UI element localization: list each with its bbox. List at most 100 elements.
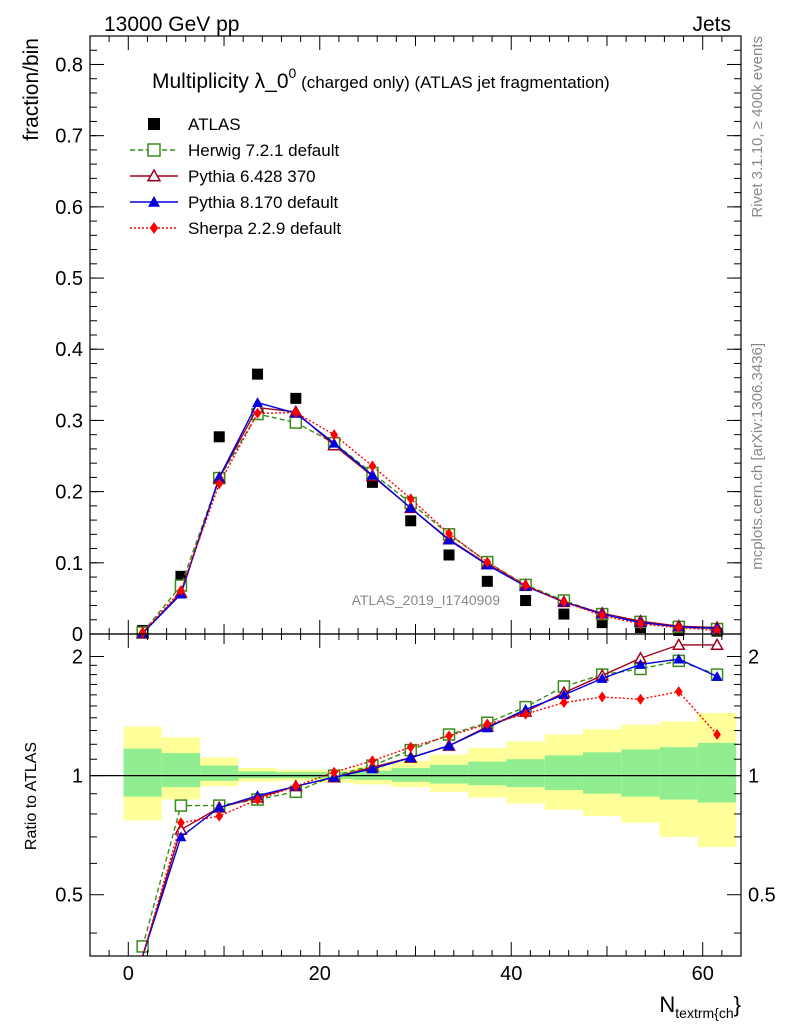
ratio-y-tick-label-right: 0.5 bbox=[748, 885, 776, 907]
main-point-sherpa-2-2-9-default bbox=[598, 609, 607, 621]
main-panel: 0 0.1 0.2 0.3 0.4 0.5 0.6 0.7 0.8 bbox=[55, 35, 742, 646]
legend-label-pythia-6-428-370: Pythia 6.428 370 bbox=[188, 167, 316, 186]
ratio-y-tick-label: 1 bbox=[72, 766, 83, 788]
ratio-y-tick-label-right: 1 bbox=[748, 766, 759, 788]
main-y-tick-label: 0.1 bbox=[55, 553, 83, 575]
ratio-point-sherpa-2-2-9-default bbox=[330, 766, 338, 778]
uncertainty-band-inner bbox=[161, 753, 201, 788]
uncertainty-band-inner bbox=[659, 747, 698, 800]
title-main: Multiplicity λ_0 bbox=[152, 70, 289, 93]
main-point-sherpa-2-2-9-default bbox=[445, 528, 453, 540]
main-line-pythia-8-170-default bbox=[142, 401, 718, 634]
ratio-point-sherpa-2-2-9-default bbox=[253, 794, 262, 806]
main-point-pythia-8-170-default bbox=[213, 471, 225, 482]
main-point-pythia-8-170-default bbox=[328, 437, 340, 448]
ratio-y-tick-label: 2 bbox=[72, 647, 83, 669]
ratio-line-pythia-8-170-default bbox=[141, 658, 718, 957]
main-point-atlas bbox=[558, 608, 570, 620]
ratio-point-sherpa-2-2-9-default bbox=[713, 729, 721, 741]
analysis-label: ATLAS_2019_I1740909 bbox=[352, 592, 501, 608]
x-axis-label: Ntextrm{ch} bbox=[659, 992, 741, 1021]
main-point-atlas bbox=[443, 549, 455, 561]
main-point-pythia-8-170-default bbox=[252, 397, 264, 408]
ratio-y-tick-label: 0.5 bbox=[55, 885, 83, 907]
main-point-pythia-8-170-default bbox=[405, 502, 417, 513]
main-y-tick-label: 0.8 bbox=[55, 54, 83, 76]
main-point-sherpa-2-2-9-default bbox=[560, 596, 568, 608]
main-y-tick-label: 0.5 bbox=[55, 268, 83, 290]
ratio-point-herwig-7-2-1-default bbox=[136, 940, 149, 953]
main-point-atlas bbox=[520, 595, 532, 607]
main-point-atlas bbox=[481, 575, 493, 587]
x-tick-label: 0 bbox=[123, 963, 134, 985]
main-point-atlas bbox=[366, 476, 378, 488]
ratio-point-sherpa-2-2-9-default bbox=[674, 686, 683, 698]
main-y-tick-label: 0.4 bbox=[55, 339, 83, 361]
title-superscript: 0 bbox=[289, 65, 297, 81]
ratio-point-pythia-8-170-default bbox=[175, 831, 187, 842]
ratio-point-sherpa-2-2-9-default bbox=[560, 697, 568, 709]
main-point-herwig-7-2-1-default bbox=[289, 416, 303, 429]
main-point-sherpa-2-2-9-default bbox=[368, 460, 377, 472]
main-point-sherpa-2-2-9-default bbox=[138, 627, 147, 639]
legend-marker-sherpa-2-2-9-default bbox=[149, 222, 159, 234]
ratio-point-sherpa-2-2-9-default bbox=[368, 755, 377, 767]
ratio-point-sherpa-2-2-9-default bbox=[406, 741, 415, 753]
legend-marker-atlas bbox=[148, 118, 160, 130]
legend-marker-pythia-6-428-370 bbox=[146, 168, 162, 182]
ratio-point-herwig-7-2-1-default bbox=[174, 799, 188, 812]
main-point-atlas bbox=[405, 515, 417, 527]
uncertainty-band-inner bbox=[429, 764, 469, 784]
legend-marker-herwig-7-2-1-default bbox=[147, 143, 161, 157]
x-tick-label: 60 bbox=[692, 963, 714, 985]
ratio-line-sherpa-2-2-9-default bbox=[141, 690, 718, 957]
uncertainty-band-inner bbox=[544, 755, 584, 790]
ratio-point-pythia-8-170-default bbox=[673, 653, 685, 664]
legend-label-atlas: ATLAS bbox=[188, 115, 241, 134]
ratio-point-pythia-8-170-default bbox=[405, 752, 417, 763]
uncertainty-band-inner bbox=[123, 748, 162, 797]
uncertainty-band-inner bbox=[697, 742, 737, 803]
uncertainty-band-inner bbox=[238, 771, 277, 779]
main-point-atlas bbox=[175, 570, 187, 582]
ratio-point-pythia-6-428-370 bbox=[710, 637, 724, 651]
ratio-point-pythia-6-428-370 bbox=[671, 637, 686, 651]
main-point-sherpa-2-2-9-default bbox=[177, 585, 185, 597]
ratio-point-pythia-8-170-default bbox=[596, 672, 608, 683]
main-y-tick-label: 0.7 bbox=[55, 126, 83, 148]
x-axis-label-sub: textrm{ch bbox=[675, 1005, 733, 1021]
ratio-point-sherpa-2-2-9-default bbox=[636, 693, 645, 705]
x-tick-label: 20 bbox=[309, 963, 331, 985]
main-y-tick-label: 0.3 bbox=[55, 410, 83, 432]
x-axis-label-tail: } bbox=[734, 992, 741, 1017]
legend-marker-pythia-8-170-default bbox=[148, 196, 160, 207]
legend-label-pythia-8-170-default: Pythia 8.170 default bbox=[188, 193, 339, 212]
ratio-y-tick-label-right: 2 bbox=[748, 647, 759, 669]
main-point-sherpa-2-2-9-default bbox=[215, 478, 224, 490]
main-point-atlas bbox=[290, 392, 302, 404]
uncertainty-band-inner bbox=[468, 761, 507, 786]
header-right: Jets bbox=[692, 13, 731, 36]
legend-label-herwig-7-2-1-default: Herwig 7.2.1 default bbox=[188, 141, 339, 160]
main-point-sherpa-2-2-9-default bbox=[483, 556, 492, 568]
main-point-sherpa-2-2-9-default bbox=[406, 493, 415, 505]
ratio-point-pythia-8-170-default bbox=[558, 689, 570, 700]
ratio-point-sherpa-2-2-9-default bbox=[291, 780, 300, 792]
ratio-point-sherpa-2-2-9-default bbox=[598, 691, 607, 703]
ratio-point-sherpa-2-2-9-default bbox=[445, 730, 453, 742]
uncertainty-band-inner bbox=[583, 752, 622, 794]
main-point-sherpa-2-2-9-default bbox=[291, 407, 300, 419]
main-point-sherpa-2-2-9-default bbox=[636, 618, 645, 630]
ratio-point-pythia-8-170-default bbox=[443, 740, 455, 751]
ratio-point-pythia-8-170-default bbox=[366, 763, 378, 774]
ratio-point-sherpa-2-2-9-default bbox=[177, 817, 185, 829]
main-point-atlas bbox=[252, 368, 264, 380]
main-y-tick-label: 0.2 bbox=[55, 482, 83, 504]
main-point-pythia-8-170-default bbox=[366, 469, 378, 480]
main-point-atlas bbox=[213, 431, 225, 443]
uncertainty-band-inner bbox=[621, 749, 660, 797]
x-axis-label-main: N bbox=[659, 992, 675, 1017]
main-y-axis-label: fraction/bin bbox=[20, 38, 43, 141]
main-point-atlas bbox=[596, 617, 608, 629]
